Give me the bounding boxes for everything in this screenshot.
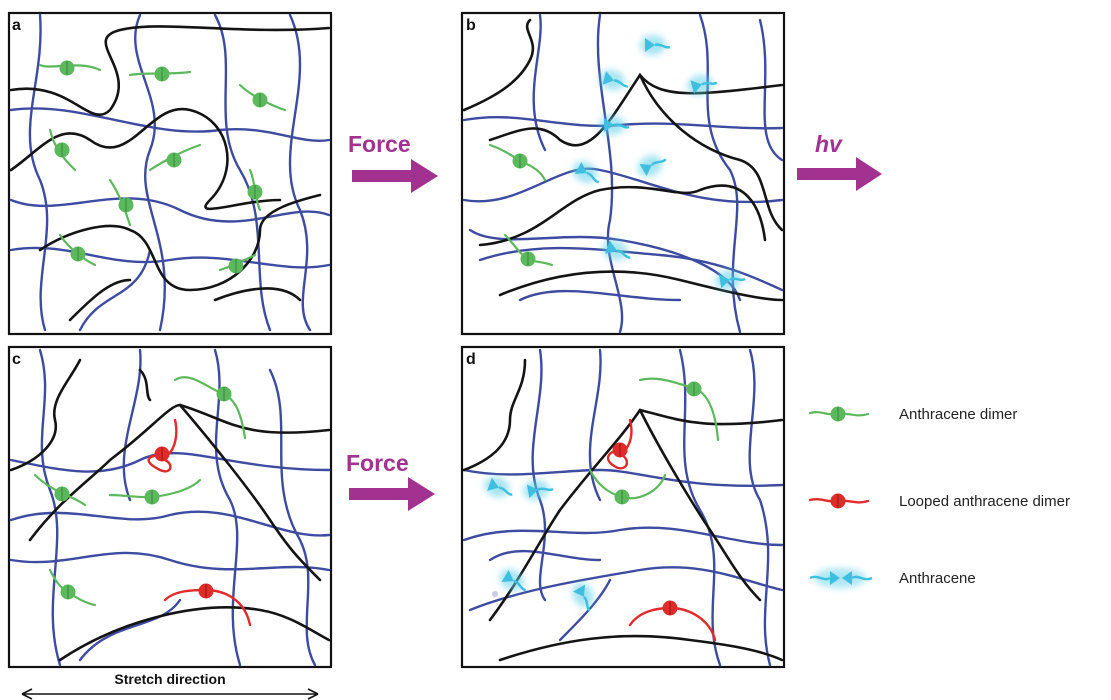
panel-label-a: a: [12, 17, 21, 34]
stretch-label: Stretch direction: [114, 671, 225, 687]
legend-dimer-label: Anthracene dimer: [899, 406, 1017, 423]
legend-looped: Looped anthracene dimer: [808, 492, 1070, 510]
legend-dimer: Anthracene dimer: [808, 405, 1017, 423]
stretch-arrow-right-head: [307, 688, 319, 700]
legend-looped-label: Looped anthracene dimer: [899, 493, 1070, 510]
panel-label-b: b: [466, 17, 476, 34]
panel-label-c: c: [12, 351, 21, 368]
panel-a-frame: [7, 11, 333, 336]
legend-anthracene-label: Anthracene: [899, 570, 976, 587]
legend: Anthracene dimer Looped anthracene dimer…: [808, 405, 1070, 588]
force-arrow-top: Force: [348, 131, 438, 193]
panel-d: d: [460, 345, 786, 669]
force-arrow-bottom: Force: [346, 450, 435, 511]
panel-a: a: [7, 11, 333, 336]
force-label-bottom: Force: [346, 450, 409, 476]
panel-b: b: [460, 11, 786, 336]
panel-label-d: d: [466, 351, 476, 368]
hv-label: hv: [815, 131, 843, 157]
small-dot: [492, 591, 498, 597]
force-arrow-top-shape: [352, 159, 438, 193]
hv-arrow: hv: [797, 131, 882, 191]
panel-c: c: [7, 345, 333, 669]
force-label-top: Force: [348, 131, 411, 157]
legend-anthracene: Anthracene: [809, 568, 976, 588]
stretch-arrow-left-head: [21, 688, 33, 700]
force-arrow-bottom-shape: [349, 477, 435, 511]
hv-arrow-shape: [797, 157, 882, 191]
panel-d-frame: [460, 345, 786, 669]
stretch-direction: Stretch direction: [21, 671, 319, 700]
